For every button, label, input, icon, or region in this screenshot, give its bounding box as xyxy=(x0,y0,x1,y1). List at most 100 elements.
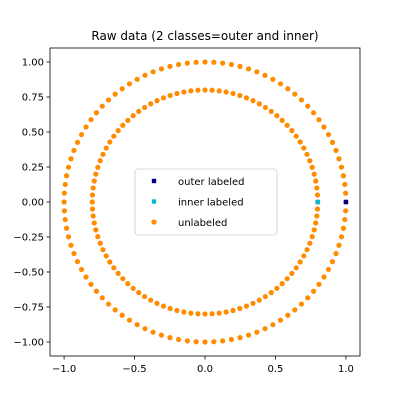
unlabeled-point xyxy=(311,171,317,177)
unlabeled-point xyxy=(134,76,140,82)
unlabeled-point xyxy=(111,133,117,139)
unlabeled-point xyxy=(211,339,217,345)
unlabeled-point xyxy=(230,307,236,314)
unlabeled-point xyxy=(202,339,208,345)
unlabeled-point xyxy=(289,270,295,276)
unlabeled-point xyxy=(103,253,109,259)
unlabeled-point xyxy=(325,131,332,138)
unlabeled-point xyxy=(154,98,160,104)
unlabeled-point xyxy=(243,95,250,101)
unlabeled-point xyxy=(167,335,173,341)
unlabeled-point xyxy=(78,131,85,138)
unlabeled-point xyxy=(202,59,208,65)
unlabeled-point xyxy=(304,247,310,253)
unlabeled-point xyxy=(193,339,199,345)
unlabeled-point xyxy=(158,66,165,72)
legend-label: outer labeled xyxy=(178,177,245,188)
y-tick-label: 0.00 xyxy=(22,198,44,209)
unlabeled-point xyxy=(220,338,226,344)
unlabeled-point xyxy=(181,89,187,95)
unlabeled-point xyxy=(245,66,252,72)
unlabeled-point xyxy=(297,139,303,145)
unlabeled-point xyxy=(136,108,142,114)
unlabeled-point xyxy=(307,158,313,164)
unlabeled-point xyxy=(325,266,332,273)
unlabeled-point xyxy=(304,151,310,157)
unlabeled-point xyxy=(125,281,131,287)
unlabeled-point xyxy=(174,90,180,97)
unlabeled-point xyxy=(313,178,319,184)
unlabeled-point xyxy=(107,139,113,145)
y-tick-label: 0.50 xyxy=(22,128,44,139)
unlabeled-point xyxy=(333,250,339,257)
y-tick-label: −1.00 xyxy=(13,338,44,349)
points-layer xyxy=(61,59,349,345)
unlabeled-point xyxy=(311,227,317,233)
unlabeled-point xyxy=(309,234,315,240)
unlabeled-point xyxy=(254,329,260,335)
unlabeled-point xyxy=(119,86,125,92)
unlabeled-point xyxy=(262,72,268,78)
unlabeled-point xyxy=(105,97,112,103)
unlabeled-point xyxy=(167,63,173,69)
unlabeled-point xyxy=(97,158,103,164)
unlabeled-point xyxy=(175,61,182,68)
unlabeled-point xyxy=(289,128,295,134)
unlabeled-point xyxy=(256,101,262,107)
unlabeled-point xyxy=(99,103,105,109)
unlabeled-point xyxy=(343,190,349,196)
unlabeled-point xyxy=(88,117,94,123)
unlabeled-point xyxy=(285,312,291,318)
unlabeled-point xyxy=(268,108,274,114)
unlabeled-point xyxy=(301,253,307,259)
unlabeled-point xyxy=(91,220,97,226)
unlabeled-point xyxy=(160,95,167,101)
unlabeled-point xyxy=(142,326,148,332)
unlabeled-point xyxy=(256,297,262,303)
unlabeled-point xyxy=(95,164,101,170)
unlabeled-point xyxy=(193,59,199,65)
unlabeled-point xyxy=(262,104,269,111)
unlabeled-point xyxy=(342,216,348,223)
y-tick-label: −0.75 xyxy=(13,303,44,314)
unlabeled-point xyxy=(307,240,313,246)
unlabeled-point xyxy=(78,266,85,273)
unlabeled-point xyxy=(245,332,252,338)
unlabeled-point xyxy=(61,208,67,214)
unlabeled-point xyxy=(220,60,226,66)
unlabeled-point xyxy=(254,69,260,75)
unlabeled-point xyxy=(93,171,99,177)
unlabeled-point xyxy=(228,336,235,343)
unlabeled-point xyxy=(237,305,243,312)
unlabeled-point xyxy=(112,91,118,97)
x-axis: −1.0 −0.5 0.0 0.5 1.0 xyxy=(52,356,354,375)
unlabeled-point xyxy=(130,285,136,291)
unlabeled-point xyxy=(338,164,345,170)
unlabeled-point xyxy=(88,281,94,287)
unlabeled-point xyxy=(74,139,81,145)
unlabeled-point xyxy=(228,61,235,68)
unlabeled-point xyxy=(314,213,320,219)
unlabeled-point xyxy=(115,270,121,276)
unlabeled-point xyxy=(285,86,291,92)
unlabeled-point xyxy=(63,225,70,231)
unlabeled-point xyxy=(274,285,280,291)
unlabeled-point xyxy=(83,124,89,130)
unlabeled-point xyxy=(279,281,285,287)
unlabeled-point xyxy=(340,173,347,179)
unlabeled-point xyxy=(216,88,222,94)
unlabeled-point xyxy=(310,110,317,116)
unlabeled-point xyxy=(297,259,303,265)
unlabeled-point xyxy=(90,185,96,191)
unlabeled-point xyxy=(298,301,305,307)
unlabeled-point xyxy=(262,293,269,300)
unlabeled-point xyxy=(71,147,77,154)
unlabeled-point xyxy=(65,234,72,240)
unlabeled-point xyxy=(314,192,321,198)
unlabeled-point xyxy=(74,259,81,265)
inner-labeled-point xyxy=(315,199,320,205)
unlabeled-point xyxy=(202,87,208,93)
unlabeled-point xyxy=(250,98,256,104)
unlabeled-point xyxy=(62,216,68,223)
unlabeled-point xyxy=(343,208,349,214)
